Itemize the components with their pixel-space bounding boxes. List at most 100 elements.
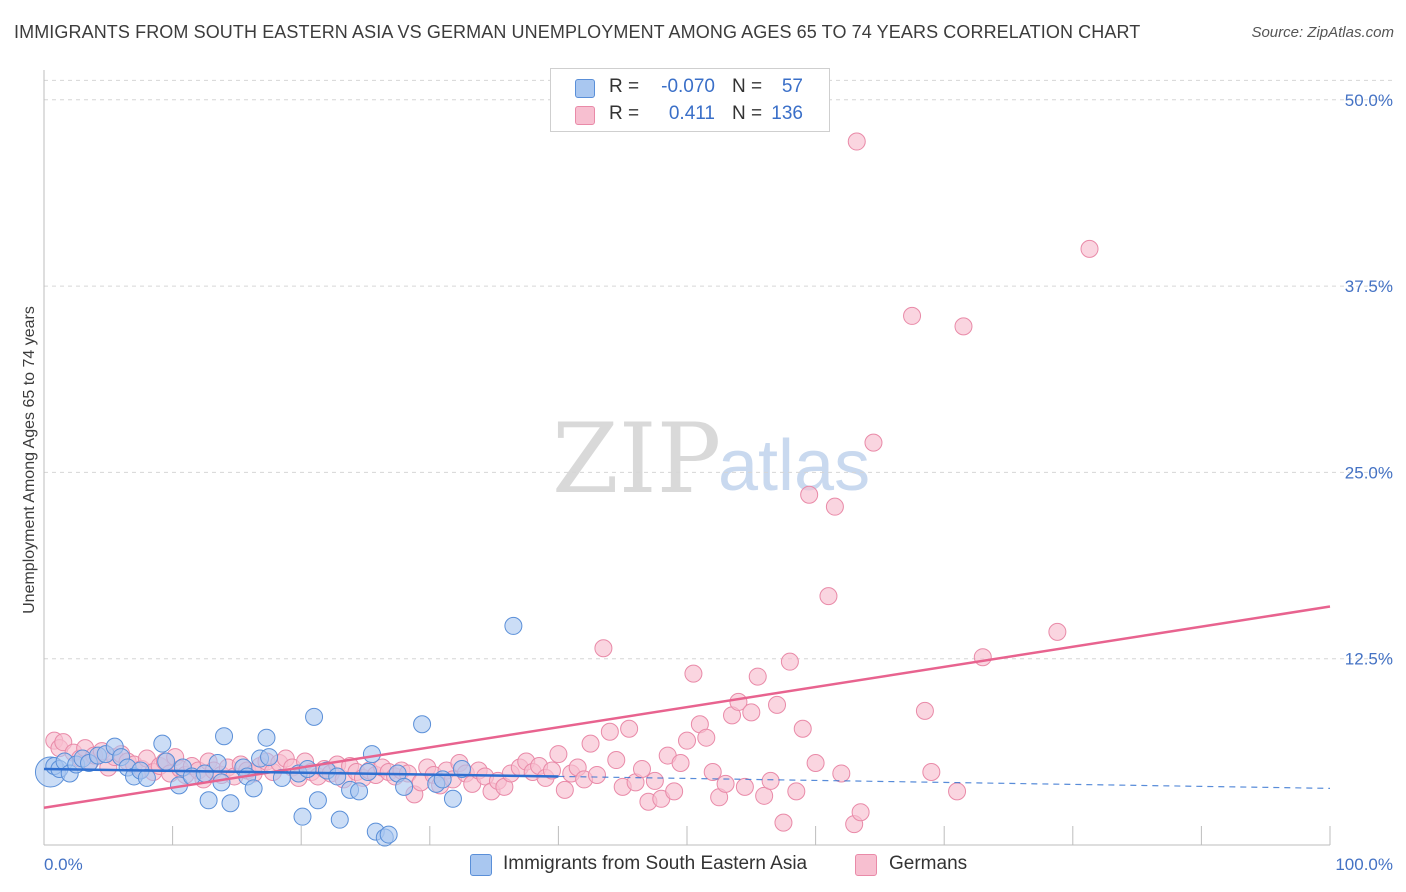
stats-legend: R = -0.070 N = 57 R = 0.411 N = 136 — [550, 68, 830, 132]
y-tick-label: 37.5% — [1345, 277, 1393, 296]
point-sea-immigrants — [328, 767, 347, 786]
source-credit: Source: ZipAtlas.com — [1251, 24, 1394, 41]
legend-n-value: 136 — [771, 103, 803, 124]
point-germans — [671, 754, 690, 773]
point-sea-immigrants — [215, 727, 234, 746]
point-sea-immigrants — [293, 807, 312, 826]
point-sea-immigrants — [298, 759, 317, 778]
point-sea-immigrants — [359, 762, 378, 781]
bottom-legend-swatch-blue — [470, 854, 492, 876]
point-sea-immigrants — [330, 810, 349, 829]
point-sea-immigrants — [244, 779, 263, 798]
legend-row-germans: R = 0.411 N = 136 — [551, 100, 829, 128]
point-germans — [864, 433, 883, 452]
point-sea-immigrants — [379, 825, 398, 844]
bottom-legend-swatch-pink — [855, 854, 877, 876]
point-germans — [973, 648, 992, 667]
point-sea-immigrants — [137, 768, 156, 787]
point-sea-immigrants — [199, 791, 218, 810]
point-germans — [716, 774, 735, 793]
legend-swatch-blue — [575, 79, 595, 98]
point-sea-immigrants — [395, 777, 414, 796]
point-germans — [600, 722, 619, 741]
point-sea-immigrants — [208, 754, 227, 773]
point-germans — [761, 771, 780, 790]
point-germans — [787, 782, 806, 801]
chart-title: IMMIGRANTS FROM SOUTH EASTERN ASIA VS GE… — [14, 22, 1141, 42]
point-germans — [922, 762, 941, 781]
point-germans — [847, 132, 866, 151]
point-sea-immigrants — [221, 794, 240, 813]
point-germans — [684, 664, 703, 683]
trend-line-germans — [43, 605, 1331, 809]
point-sea-immigrants — [413, 715, 432, 734]
point-germans — [542, 761, 561, 780]
point-germans — [581, 734, 600, 753]
legend-swatch-pink — [575, 106, 595, 125]
point-germans — [819, 587, 838, 606]
point-germans — [780, 652, 799, 671]
point-germans — [645, 771, 664, 790]
point-germans — [748, 667, 767, 686]
point-germans — [678, 731, 696, 750]
point-germans — [549, 745, 568, 764]
legend-r-value: -0.070 — [661, 76, 715, 97]
point-germans — [594, 639, 613, 658]
bottom-legend-label: Germans — [889, 853, 968, 874]
watermark: ZIP atlas — [552, 403, 870, 515]
legend-r-label: R = — [609, 103, 640, 124]
point-sea-immigrants — [350, 782, 369, 801]
point-germans — [755, 786, 774, 805]
point-germans — [832, 764, 851, 783]
point-sea-immigrants — [362, 745, 381, 764]
point-germans — [903, 306, 922, 325]
y-tick-label: 50.0% — [1345, 91, 1393, 110]
trend-extension-sea — [558, 775, 1331, 789]
point-germans — [954, 317, 973, 336]
point-germans — [697, 728, 716, 747]
point-sea-immigrants — [212, 773, 231, 792]
legend-r-label: R = — [609, 76, 640, 97]
point-germans — [825, 497, 844, 516]
point-germans — [915, 701, 934, 720]
x-tick-labels: 0.0% 100.0% — [44, 855, 1393, 874]
point-sea-immigrants — [308, 791, 327, 810]
trend-line-sea — [43, 767, 559, 778]
point-germans — [632, 759, 651, 778]
point-germans — [768, 695, 787, 714]
point-sea-immigrants — [305, 707, 324, 726]
point-germans — [620, 719, 639, 738]
legend-row-sea: R = -0.070 N = 57 — [551, 73, 829, 101]
point-sea-immigrants — [153, 734, 172, 753]
point-germans — [742, 703, 761, 722]
watermark-zip: ZIP — [552, 403, 721, 515]
legend-n-label: N = — [732, 103, 763, 124]
point-germans — [1080, 239, 1099, 258]
point-germans — [793, 719, 812, 738]
point-germans — [665, 782, 684, 801]
point-germans — [851, 803, 870, 822]
x-tick-label: 0.0% — [44, 855, 83, 874]
sea-immigrants-points — [34, 616, 523, 847]
point-sea-immigrants — [260, 748, 279, 767]
point-germans — [735, 777, 754, 796]
point-germans — [1048, 622, 1067, 641]
x-tick-label: 100.0% — [1335, 855, 1393, 874]
point-sea-immigrants — [157, 752, 176, 771]
point-sea-immigrants — [443, 789, 462, 808]
y-tick-label: 25.0% — [1345, 463, 1393, 482]
point-sea-immigrants — [504, 616, 523, 635]
point-germans — [555, 780, 574, 799]
bottom-legend-label: Immigrants from South Eastern Asia — [503, 853, 808, 874]
point-germans — [774, 813, 793, 832]
trend-lines — [43, 605, 1331, 809]
point-germans — [703, 762, 722, 781]
point-sea-immigrants — [452, 759, 471, 778]
point-sea-immigrants — [257, 728, 276, 747]
point-germans — [607, 751, 626, 770]
y-tick-label: 12.5% — [1345, 650, 1393, 669]
watermark-atlas: atlas — [718, 426, 870, 506]
point-germans — [800, 485, 819, 504]
point-germans — [587, 765, 606, 784]
